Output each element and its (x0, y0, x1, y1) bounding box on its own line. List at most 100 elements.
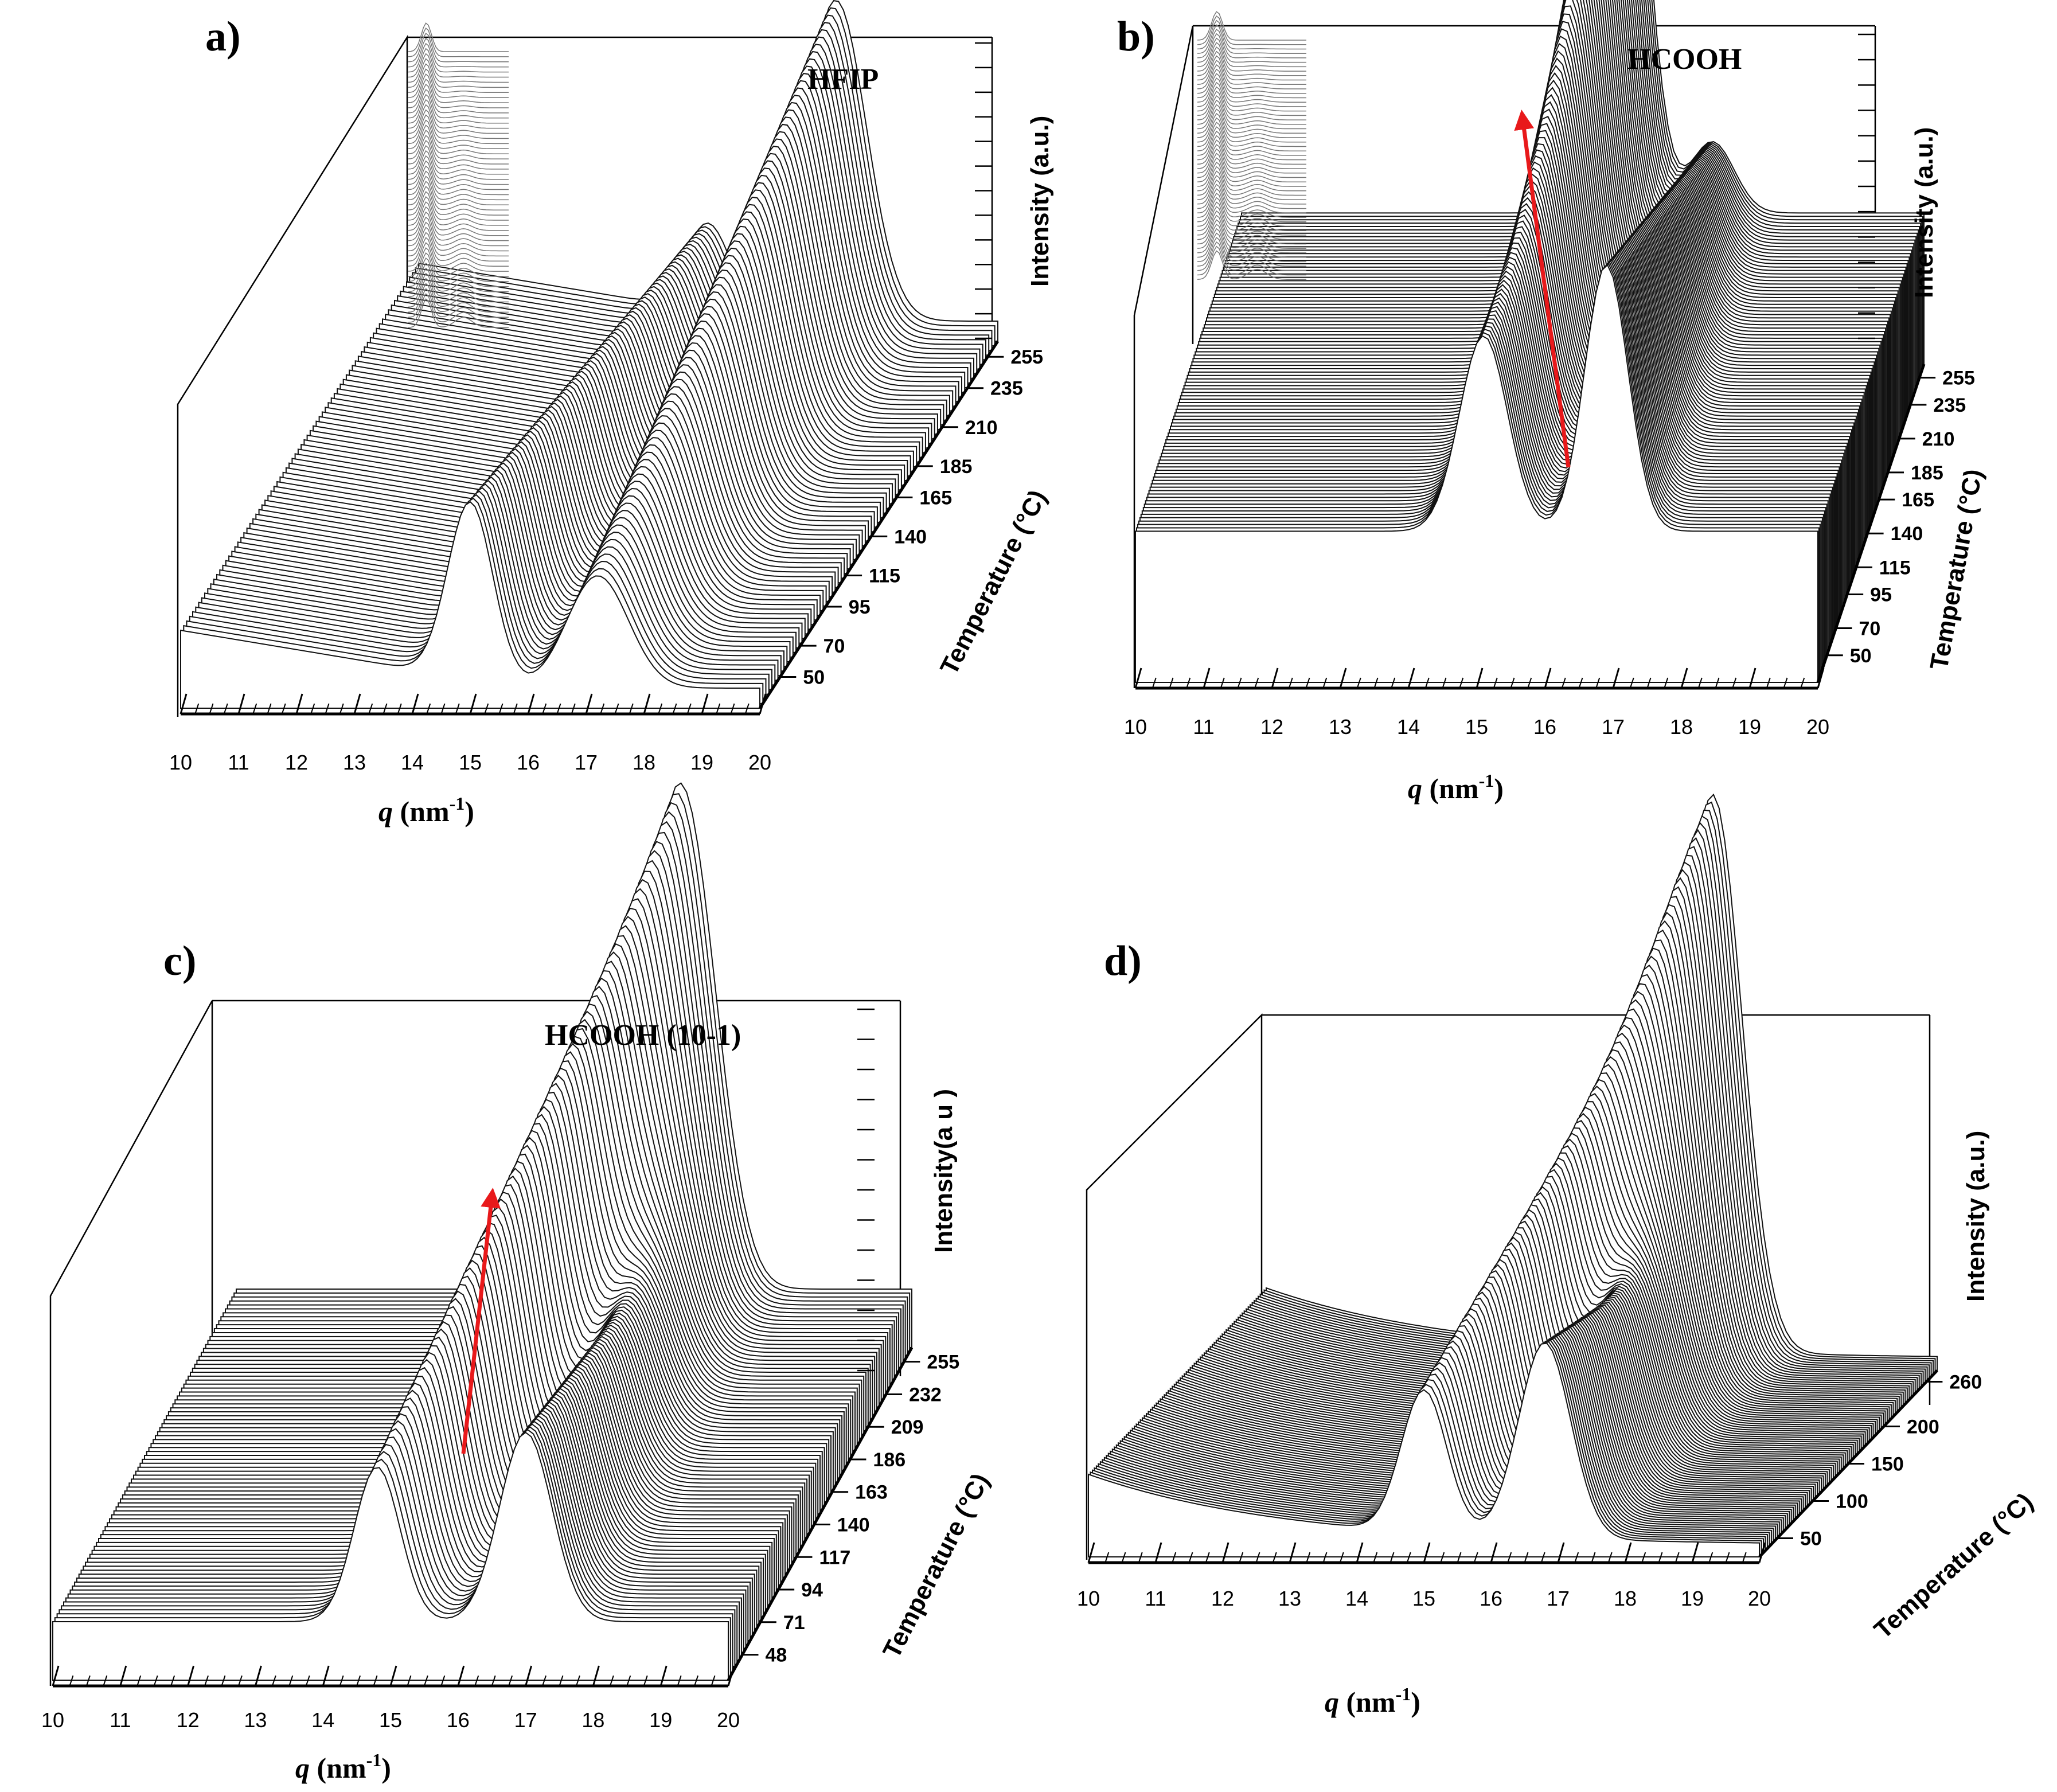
panel-c-trace (52, 1431, 729, 1681)
panel-b-z-tick-label: 140 (1891, 523, 1923, 545)
panel-b-inset-trace (1197, 122, 1306, 151)
panel-a-inset-trace (408, 232, 509, 262)
panel-a-inset-trace (408, 160, 509, 190)
panel-b-x-minor-tick (1254, 677, 1259, 689)
panel-b-x-axis: 10 11 12 13 14 15 16 17 18 19 20 (1124, 667, 1829, 739)
panel-a-x-tick-label: 20 (748, 751, 771, 774)
panel-c-x-minor-tick (339, 1675, 344, 1686)
panel-b-inset-trace (1197, 166, 1306, 196)
panel-b-x-tick (1680, 667, 1688, 689)
panel-b-inset-trace (1197, 161, 1306, 192)
panel-c-x-tick-label: 12 (177, 1708, 200, 1732)
panel-b-x-minor-tick (1220, 677, 1225, 689)
panel-c-x-tick-label: 11 (110, 1708, 131, 1732)
panel-a-x-minor-tick (730, 703, 735, 715)
panel-a-inset-trace (408, 288, 509, 318)
panel-c-x-tick (254, 1665, 262, 1686)
panel-b-inset-trace (1197, 179, 1306, 209)
panel-b-inset-trace (1197, 143, 1306, 174)
panel-c-x-minor-tick (423, 1675, 428, 1686)
panel-c-x-minor-tick (204, 1675, 209, 1686)
panel-c-z-tick-label: 232 (909, 1384, 942, 1406)
panel-b-z-tick-label: 50 (1850, 645, 1872, 667)
panel-b-z-tick-label: 210 (1922, 428, 1955, 450)
panel-d-x-minor-tick (1104, 1552, 1110, 1563)
panel-b-z-tick-label: 70 (1859, 618, 1880, 640)
panel-d-x-minor-tick (1373, 1552, 1378, 1563)
panel-a-z-title: Temperature (°C) (935, 486, 1052, 680)
panel-d-x-minor-tick (1121, 1552, 1126, 1563)
panel-a-inset-trace (408, 104, 509, 134)
panel-b-x-minor-tick (1459, 677, 1464, 689)
panel-c-x-tick (119, 1665, 127, 1686)
panel-b-inset-trace (1197, 224, 1306, 253)
panel-d-z-title: Temperature (°C) (1869, 1488, 2039, 1644)
panel-a-x-minor-tick (397, 703, 402, 715)
panel-b-inset-trace (1197, 11, 1306, 41)
panel-a-x-minor-tick (498, 703, 503, 715)
panel-a-x-minor-tick (310, 703, 315, 715)
panel-d-x-tick (1423, 1542, 1431, 1563)
panel-a-inset-trace (408, 181, 509, 210)
panel-a-inset-trace (408, 298, 509, 328)
panel-b-x-minor-tick (1646, 677, 1652, 689)
panel-a-inset-trace (408, 206, 509, 236)
panel-b-inset-trace (1197, 81, 1306, 112)
panel-a-x-tick (179, 693, 188, 715)
panel-a-z-tick-label: 140 (894, 526, 927, 548)
panel-c-x-minor-tick (271, 1675, 276, 1686)
panel-c-y-title: Intensity(a u ) (930, 1089, 958, 1253)
panel-b-inset-trace (1197, 91, 1306, 120)
panel-d-x-minor-tick (1708, 1552, 1713, 1563)
panel-c-x-minor-tick (356, 1675, 361, 1686)
panel-d-x-minor-tick (1188, 1552, 1193, 1563)
panel-d-x-minor-tick (1658, 1552, 1663, 1563)
panel-b-x-minor-tick (1629, 677, 1634, 689)
panel-c-z-axis-line (727, 1346, 914, 1681)
panel-a-z-tick-label: 255 (1010, 346, 1043, 368)
panel-a-inset-trace (408, 53, 509, 83)
panel-a-x-minor-tick (744, 703, 750, 715)
panel-d-x-tick (1356, 1542, 1364, 1563)
panel-b-inset-trace (1197, 24, 1306, 54)
panel-d-x-minor-tick (1457, 1552, 1462, 1563)
panel-c-x-minor-tick (609, 1675, 614, 1686)
panel-a-x-tick-label: 11 (228, 751, 249, 774)
panel-a-inset-trace (408, 252, 509, 282)
panel-a-x-tick-label: 13 (343, 751, 366, 774)
panel-a-x-minor-tick (658, 703, 663, 715)
panel-c-x-minor-tick (373, 1675, 378, 1686)
panel-d-x-tick-label: 15 (1412, 1587, 1435, 1610)
panel-b-x-minor-tick (1561, 677, 1566, 689)
panel-b-inset-trace (1197, 241, 1306, 271)
panel-a-waterfall (180, 0, 998, 709)
panel-c-x-minor-tick (694, 1675, 699, 1686)
panel-a-x-tick-label: 14 (401, 751, 424, 774)
panel-b-x-minor-tick (1578, 677, 1583, 689)
panel-d-z-tick-label: 260 (1949, 1372, 1982, 1393)
panel-b-x-minor-tick (1783, 677, 1788, 689)
panel-b-inset (1197, 11, 1306, 280)
panel-b-z-tick-label: 235 (1933, 395, 1966, 416)
panel-a-x-tick-label: 10 (169, 751, 192, 774)
panel-d-x-tick-label: 11 (1145, 1587, 1166, 1610)
panel-b-red-arrow (1514, 110, 1571, 468)
panel-c-x-minor-tick (677, 1675, 682, 1686)
panel-c-z-tick-label: 140 (837, 1514, 870, 1536)
panel-b-x-tick-label: 10 (1124, 715, 1147, 739)
panel-c-x-minor-tick (221, 1675, 226, 1686)
panel-b-x-minor-tick (1356, 677, 1361, 689)
panel-a-inset-trace (408, 124, 509, 154)
panel-a-inset-trace (408, 48, 509, 78)
panel-b-inset-trace (1197, 135, 1306, 165)
panel-a-inset-trace (408, 32, 509, 63)
panel-a-x-minor-tick (484, 703, 489, 715)
panel-c-x-minor-tick (559, 1675, 564, 1686)
panel-c-x-minor-tick (69, 1675, 74, 1686)
panel-a-x-tick (469, 693, 477, 715)
panel-a-x-minor-tick (513, 703, 518, 715)
panel-a-x-minor-tick (556, 703, 561, 715)
panel-b-z-tick-label: 115 (1879, 557, 1911, 579)
